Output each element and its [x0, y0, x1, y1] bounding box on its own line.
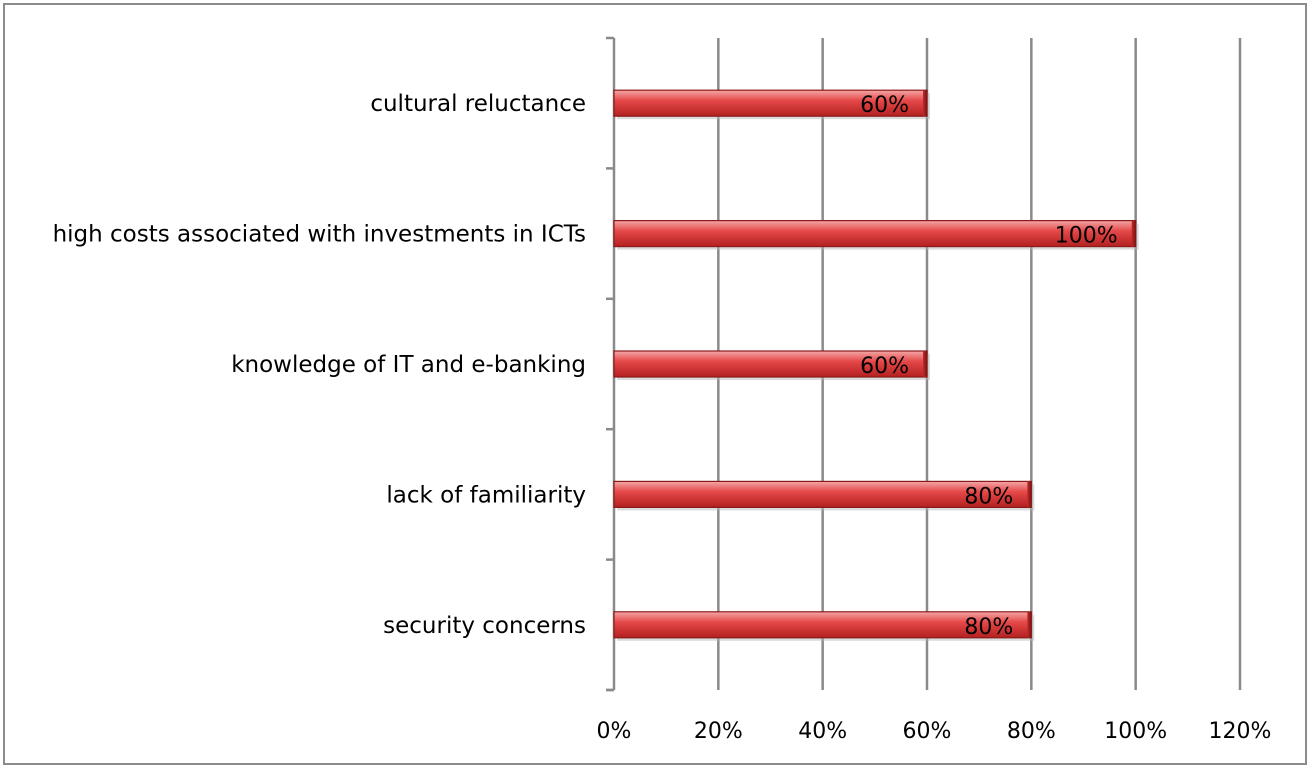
bar-body: [613, 350, 928, 378]
labels: 0% 20% 40% 60% 80% 100% 120% cultural reluctanc…: [53, 91, 1272, 744]
category-label: lack of familiarity: [386, 482, 586, 508]
bar: [613, 350, 930, 380]
x-tick-label: 0%: [597, 719, 632, 744]
data-label: 80%: [964, 615, 1013, 640]
x-tick-label: 20%: [694, 719, 743, 744]
x-tick-label: 60%: [903, 719, 952, 744]
bar-end-cap: [1027, 481, 1032, 508]
data-label: 100%: [1055, 224, 1118, 249]
bar: [613, 89, 930, 120]
bar-end-cap: [1027, 611, 1032, 638]
x-tick-label: 40%: [798, 719, 847, 744]
x-tick-label: 120%: [1209, 719, 1272, 744]
category-label: security concerns: [383, 613, 586, 639]
bar-end-cap: [923, 90, 927, 117]
category-label: knowledge of IT and e-banking: [231, 352, 586, 378]
category-label: cultural reluctance: [370, 91, 586, 117]
bar-body: [613, 611, 1032, 639]
bar: [613, 480, 1035, 511]
bar-end-cap: [923, 351, 927, 377]
bar-body: [613, 480, 1032, 508]
x-tick-label: 80%: [1007, 719, 1056, 744]
data-label: 80%: [964, 484, 1013, 509]
data-label: 60%: [860, 354, 909, 379]
bars: [613, 89, 1139, 641]
x-tick-label: 100%: [1104, 719, 1167, 744]
data-label: 60%: [860, 93, 909, 118]
bar: [613, 611, 1035, 641]
bar: [613, 220, 1139, 250]
y-axis: [606, 36, 616, 692]
bar-end-cap: [1131, 220, 1136, 247]
bar-body: [613, 220, 1137, 248]
category-label: high costs associated with investments i…: [53, 222, 586, 248]
gridlines: [717, 38, 1242, 690]
